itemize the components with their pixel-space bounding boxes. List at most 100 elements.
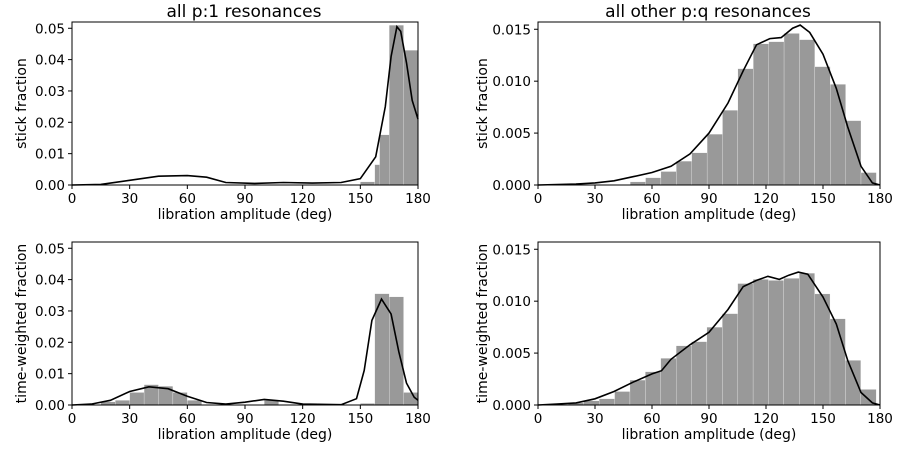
x-tick-label: 150 bbox=[810, 191, 836, 207]
x-tick-label: 0 bbox=[68, 191, 77, 207]
y-tick-label: 0.00 bbox=[35, 398, 65, 414]
histogram-bar bbox=[830, 84, 846, 186]
y-axis-label: stick fraction bbox=[475, 58, 491, 149]
histogram-bar bbox=[799, 273, 815, 406]
histogram-bar bbox=[676, 345, 692, 406]
histogram-bar bbox=[799, 39, 815, 186]
y-tick-label: 0.02 bbox=[35, 335, 65, 351]
histogram-bar bbox=[115, 400, 130, 406]
panel-p1-time-weighted: 0 30 60 90 120 150 180 0.00 0.01 0.02 0.03 0.04 0.05… bbox=[14, 241, 431, 443]
y-tick-label: 0.05 bbox=[35, 21, 65, 37]
x-tick-label: 180 bbox=[405, 191, 431, 207]
y-tick-label: 0.01 bbox=[35, 147, 65, 163]
histogram-bar bbox=[706, 134, 723, 186]
histogram-bar bbox=[706, 327, 723, 406]
histogram-bar bbox=[768, 41, 785, 186]
x-tick-label: 90 bbox=[700, 191, 717, 207]
x-tick-label: 30 bbox=[121, 411, 138, 427]
x-tick-label: 180 bbox=[405, 411, 431, 427]
histogram-bar bbox=[599, 398, 615, 406]
left-column-title: all p:1 resonances bbox=[167, 2, 322, 22]
right-column-title: all other p:q resonances bbox=[605, 2, 811, 22]
x-tick-label: 60 bbox=[179, 191, 196, 207]
histogram-bar bbox=[753, 43, 769, 186]
x-tick-label: 60 bbox=[643, 191, 660, 207]
x-tick-label: 120 bbox=[753, 191, 779, 207]
histogram-bar bbox=[829, 318, 846, 406]
y-tick-label: 0.000 bbox=[492, 178, 531, 194]
x-tick-label: 30 bbox=[121, 191, 138, 207]
histogram-bar bbox=[691, 341, 708, 406]
y-axis-label: time-weighted fraction bbox=[14, 244, 30, 404]
x-tick-label: 150 bbox=[810, 411, 836, 427]
histogram-bar bbox=[752, 279, 769, 406]
histogram-bar bbox=[845, 360, 861, 406]
panel-pq-time-weighted: 0 30 60 90 120 150 180 0.000 0.005 0.010 0.015 libr… bbox=[475, 241, 893, 443]
panel-p1-stick-fraction: 0 30 60 90 120 150 180 0.00 0.01 0.02 0.03 0.04 0.05… bbox=[14, 21, 431, 223]
y-tick-label: 0.04 bbox=[35, 273, 65, 289]
x-tick-label: 120 bbox=[290, 191, 316, 207]
y-axis-label: stick fraction bbox=[14, 58, 30, 149]
x-tick-label: 90 bbox=[700, 411, 717, 427]
y-tick-label: 0.00 bbox=[35, 178, 65, 194]
x-tick-label: 60 bbox=[179, 411, 196, 427]
x-axis-label: libration amplitude (deg) bbox=[158, 427, 333, 443]
kde-curve bbox=[537, 24, 881, 186]
histogram-bar bbox=[814, 66, 831, 186]
x-axis-label: libration amplitude (deg) bbox=[622, 427, 797, 443]
histogram-bar bbox=[783, 33, 800, 186]
x-tick-label: 30 bbox=[586, 411, 603, 427]
histogram-bar bbox=[389, 25, 404, 186]
kde-curve bbox=[71, 24, 419, 186]
x-axis-label: libration amplitude (deg) bbox=[622, 207, 797, 223]
kde-curve bbox=[71, 297, 419, 406]
y-tick-label: 0.015 bbox=[492, 242, 531, 258]
x-tick-label: 60 bbox=[643, 411, 660, 427]
histogram-bar bbox=[691, 152, 708, 186]
x-tick-label: 0 bbox=[534, 411, 543, 427]
x-tick-label: 0 bbox=[534, 191, 543, 207]
histogram-bar bbox=[129, 392, 145, 406]
x-tick-label: 180 bbox=[867, 411, 893, 427]
y-tick-label: 0.03 bbox=[35, 304, 65, 320]
y-tick-label: 0.015 bbox=[492, 22, 531, 38]
histogram-bar bbox=[614, 391, 631, 406]
histogram-bar bbox=[629, 379, 646, 406]
histogram-bar bbox=[768, 280, 784, 406]
x-tick-label: 120 bbox=[290, 411, 316, 427]
x-tick-label: 0 bbox=[68, 411, 77, 427]
histogram-bar bbox=[645, 371, 661, 406]
y-tick-label: 0.000 bbox=[492, 398, 531, 414]
y-tick-label: 0.005 bbox=[492, 126, 531, 142]
x-tick-label: 120 bbox=[753, 411, 779, 427]
x-axis-label: libration amplitude (deg) bbox=[158, 207, 333, 223]
histogram-bar bbox=[814, 293, 831, 406]
x-tick-label: 90 bbox=[236, 191, 253, 207]
x-tick-label: 180 bbox=[867, 191, 893, 207]
axes-frame bbox=[71, 241, 419, 406]
panel-pq-stick-fraction: 0 30 60 90 120 150 180 0.000 0.005 0.010 0.015 libr… bbox=[475, 21, 893, 223]
y-tick-label: 0.05 bbox=[35, 241, 65, 257]
histogram-bar bbox=[645, 177, 662, 186]
x-tick-label: 150 bbox=[347, 191, 373, 207]
y-axis-label: time-weighted fraction bbox=[475, 244, 491, 404]
histogram-bar bbox=[845, 120, 862, 186]
histogram-bar bbox=[660, 358, 677, 406]
y-tick-label: 0.03 bbox=[35, 84, 65, 100]
x-tick-label: 150 bbox=[347, 411, 373, 427]
x-tick-label: 30 bbox=[586, 191, 603, 207]
y-tick-label: 0.01 bbox=[35, 367, 65, 383]
histogram-bar bbox=[403, 50, 419, 186]
y-tick-label: 0.02 bbox=[35, 115, 65, 131]
y-tick-label: 0.010 bbox=[492, 74, 531, 90]
histogram-bar bbox=[737, 283, 754, 406]
histogram-bar bbox=[737, 68, 754, 186]
kde-curve bbox=[537, 271, 881, 406]
histogram-bar bbox=[676, 160, 692, 186]
histogram-bar bbox=[783, 278, 800, 406]
y-tick-label: 0.005 bbox=[492, 346, 531, 362]
histogram-bar bbox=[660, 171, 677, 186]
histogram-bar bbox=[172, 392, 188, 406]
y-tick-label: 0.010 bbox=[492, 294, 531, 310]
